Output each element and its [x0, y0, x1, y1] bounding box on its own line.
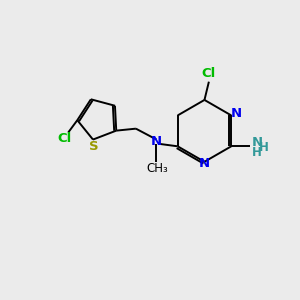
Text: N: N — [199, 157, 210, 170]
Text: CH₃: CH₃ — [146, 163, 168, 176]
Text: H: H — [259, 141, 269, 154]
Text: N: N — [252, 136, 263, 149]
Text: H: H — [252, 146, 262, 159]
Text: N: N — [231, 107, 242, 120]
Text: Cl: Cl — [202, 67, 216, 80]
Text: Cl: Cl — [57, 132, 71, 145]
Text: S: S — [89, 140, 98, 152]
Text: N: N — [151, 135, 162, 148]
